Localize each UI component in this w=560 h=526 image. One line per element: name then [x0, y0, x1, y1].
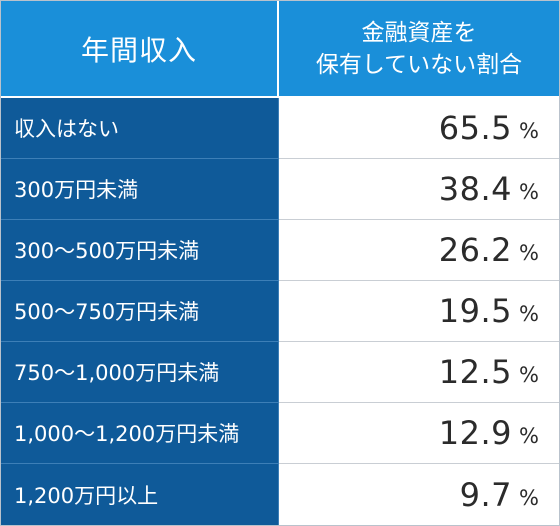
- row-value: 12.9%: [279, 403, 559, 464]
- row-label: 500〜750万円未満: [1, 281, 279, 342]
- row-value-number: 38.4: [438, 170, 513, 208]
- row-value-unit: %: [519, 241, 539, 265]
- row-label: 1,200万円以上: [1, 464, 279, 525]
- row-value-number: 19.5: [438, 292, 513, 330]
- header-no-assets-ratio-line1: 金融資産を: [361, 19, 477, 46]
- row-label: 300〜500万円未満: [1, 220, 279, 281]
- row-value-number: 12.5: [438, 353, 513, 391]
- row-value-number: 65.5: [438, 109, 513, 147]
- row-label: 1,000〜1,200万円未満: [1, 403, 279, 464]
- row-value-unit: %: [519, 119, 539, 143]
- row-value-unit: %: [519, 180, 539, 204]
- row-value: 12.5%: [279, 342, 559, 403]
- row-value-unit: %: [519, 363, 539, 387]
- row-label: 750〜1,000万円未満: [1, 342, 279, 403]
- row-value: 65.5%: [279, 98, 559, 159]
- row-value: 26.2%: [279, 220, 559, 281]
- row-value: 19.5%: [279, 281, 559, 342]
- row-label: 300万円未満: [1, 159, 279, 220]
- row-value: 38.4%: [279, 159, 559, 220]
- header-no-assets-ratio-line2: 保有していない割合: [315, 51, 523, 78]
- row-value-unit: %: [519, 424, 539, 448]
- row-label: 収入はない: [1, 98, 279, 159]
- row-value-number: 12.9: [438, 414, 513, 452]
- row-value-number: 26.2: [438, 231, 513, 269]
- header-annual-income-label: 年間収入: [80, 33, 197, 67]
- row-value-unit: %: [519, 302, 539, 326]
- header-annual-income: 年間収入: [1, 1, 279, 98]
- row-value-unit: %: [519, 485, 539, 510]
- header-no-assets-ratio: 金融資産を 保有していない割合: [279, 1, 559, 98]
- row-value-number: 9.7: [459, 475, 513, 514]
- row-value: 9.7%: [279, 464, 559, 525]
